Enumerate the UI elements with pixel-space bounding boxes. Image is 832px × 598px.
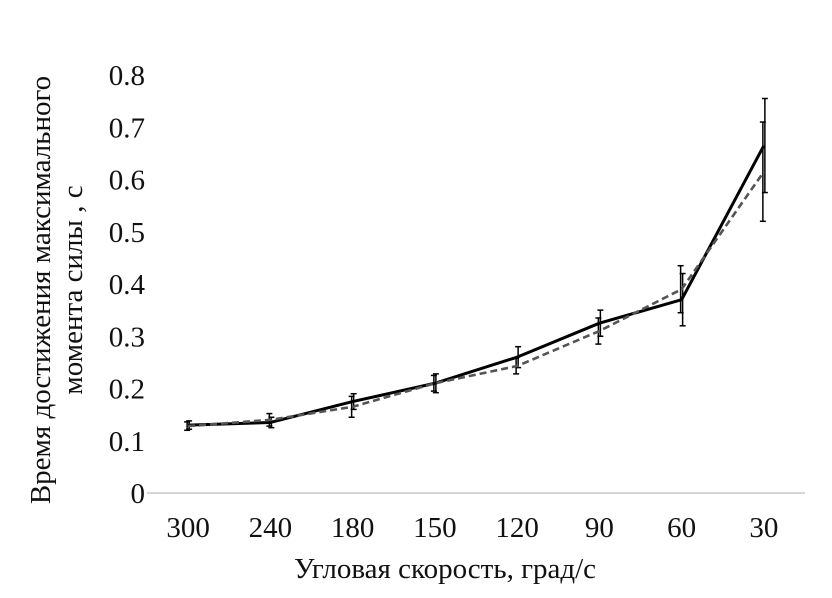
x-tick-label: 60 — [667, 512, 696, 544]
x-axis-ticks: 300 240 180 150 120 90 60 30 — [166, 512, 778, 544]
error-bar — [677, 264, 684, 314]
error-bar — [759, 121, 766, 223]
x-axis-title: Угловая скорость, град/с — [294, 553, 596, 585]
y-tick-label: 0.6 — [109, 165, 145, 197]
y-tick-label: 0.2 — [109, 374, 145, 406]
x-tick-label: 120 — [495, 512, 539, 544]
y-tick-label: 0.7 — [109, 112, 145, 144]
x-tick-label: 300 — [166, 512, 210, 544]
y-tick-label: 0 — [131, 478, 146, 510]
y-tick-label: 0.4 — [109, 269, 146, 301]
error-bar — [348, 395, 355, 418]
series-line-solid — [188, 144, 766, 427]
y-tick-label: 0.1 — [109, 426, 145, 458]
y-axis-title-line-1: Время достижения максимального — [25, 76, 57, 504]
y-axis-ticks: 0 0.1 0.2 0.3 0.4 0.5 0.6 0.7 0.8 — [109, 60, 146, 510]
x-tick-label: 90 — [585, 512, 614, 544]
x-tick-label: 30 — [749, 512, 778, 544]
series-solid — [186, 97, 768, 431]
x-tick-label: 150 — [413, 512, 457, 544]
series-layer — [184, 97, 768, 432]
y-tick-label: 0.8 — [109, 60, 145, 92]
x-tick-label: 180 — [331, 512, 375, 544]
y-axis-title-line-2: момента силы , с — [57, 185, 89, 394]
y-axis-title: Время достижения максимального момента с… — [25, 76, 89, 504]
y-tick-label: 0.3 — [109, 321, 145, 353]
x-tick-label: 240 — [249, 512, 293, 544]
error-bar — [184, 421, 191, 432]
series-dashed — [184, 121, 766, 432]
error-bar — [430, 374, 437, 392]
series-line-dashed — [188, 170, 765, 428]
y-tick-label: 0.5 — [109, 217, 145, 249]
